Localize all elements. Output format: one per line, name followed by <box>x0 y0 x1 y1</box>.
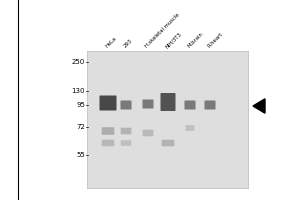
Text: NIH/3T3: NIH/3T3 <box>164 31 183 49</box>
Text: H.skeletal muscle: H.skeletal muscle <box>145 12 181 49</box>
Text: 250: 250 <box>72 59 85 65</box>
FancyBboxPatch shape <box>184 100 196 110</box>
FancyBboxPatch shape <box>160 93 175 111</box>
FancyBboxPatch shape <box>121 128 131 134</box>
FancyBboxPatch shape <box>186 125 194 131</box>
Text: R.heart: R.heart <box>206 32 224 49</box>
Text: M.brain: M.brain <box>187 31 204 49</box>
Text: 293: 293 <box>122 38 133 49</box>
FancyBboxPatch shape <box>121 100 131 110</box>
Text: 72: 72 <box>76 124 85 130</box>
Bar <box>87 51 249 189</box>
Text: HeLa: HeLa <box>104 36 117 49</box>
Polygon shape <box>253 99 265 113</box>
FancyBboxPatch shape <box>121 140 131 146</box>
FancyBboxPatch shape <box>143 130 153 136</box>
FancyBboxPatch shape <box>102 127 114 135</box>
FancyBboxPatch shape <box>205 100 215 110</box>
Text: 130: 130 <box>71 88 85 94</box>
FancyBboxPatch shape <box>162 140 174 146</box>
FancyBboxPatch shape <box>102 140 114 146</box>
Bar <box>88 52 248 188</box>
Text: 95: 95 <box>76 102 85 108</box>
FancyBboxPatch shape <box>100 96 116 110</box>
FancyBboxPatch shape <box>142 99 154 108</box>
Text: 55: 55 <box>76 152 85 158</box>
